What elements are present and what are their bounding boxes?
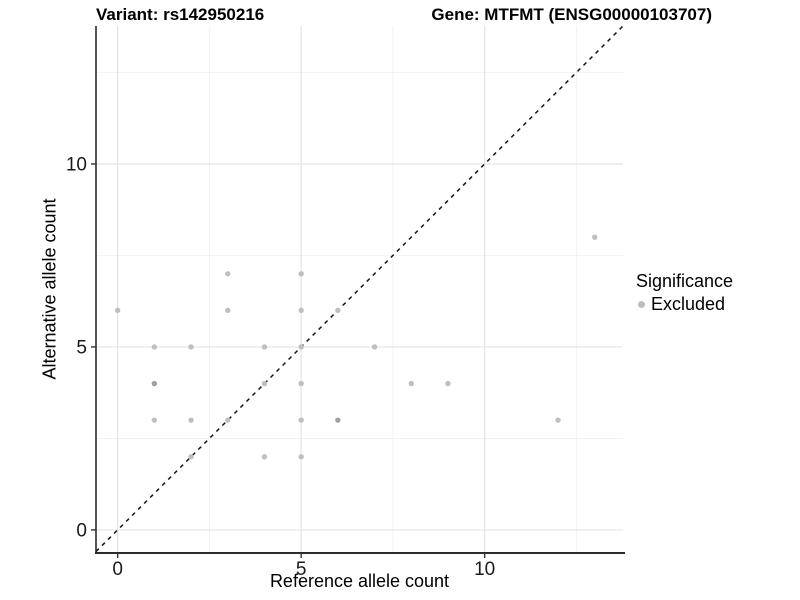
legend-item-excluded: Excluded bbox=[636, 294, 733, 315]
data-point bbox=[335, 307, 341, 314]
data-point bbox=[298, 271, 304, 277]
identity-dashed-line bbox=[95, 25, 624, 553]
data-point bbox=[298, 307, 304, 314]
data-point bbox=[592, 234, 598, 240]
data-point bbox=[261, 454, 268, 460]
data-point bbox=[188, 454, 194, 460]
legend: Significance Excluded bbox=[636, 271, 733, 315]
y-tick-label: 5 bbox=[76, 337, 87, 358]
y-axis-title: Alternative allele count bbox=[39, 198, 60, 380]
x-axis-title: Reference allele count bbox=[269, 571, 450, 591]
data-point bbox=[225, 307, 231, 314]
data-point bbox=[188, 417, 194, 423]
x-tick-label: 5 bbox=[296, 559, 307, 580]
data-point bbox=[225, 271, 231, 277]
y-tick-label: 0 bbox=[76, 520, 87, 541]
data-point bbox=[298, 380, 304, 387]
x-tick-label: 0 bbox=[112, 559, 123, 580]
data-point bbox=[151, 380, 158, 387]
data-point bbox=[151, 344, 158, 350]
legend-key bbox=[632, 296, 650, 314]
data-point bbox=[114, 307, 121, 314]
data-point bbox=[188, 344, 194, 350]
legend-item-label: Excluded bbox=[651, 294, 726, 314]
y-tick-label: 10 bbox=[66, 154, 87, 175]
data-point bbox=[408, 380, 414, 387]
data-point bbox=[298, 417, 304, 423]
data-point bbox=[261, 344, 268, 350]
x-tick-label: 10 bbox=[474, 559, 495, 580]
data-point bbox=[555, 417, 561, 423]
excluded-point-icon bbox=[637, 301, 645, 308]
data-point bbox=[445, 380, 451, 387]
variant-title: Variant: rs142950216 bbox=[96, 5, 265, 24]
legend-title: Significance bbox=[636, 271, 734, 291]
data-point bbox=[335, 417, 341, 423]
data-point bbox=[261, 380, 268, 387]
data-point bbox=[371, 344, 378, 350]
data-point bbox=[225, 417, 231, 423]
gene-title: Gene: MTFMT (ENSG00000103707) bbox=[431, 5, 712, 24]
data-point bbox=[298, 344, 304, 350]
data-point bbox=[298, 454, 304, 460]
data-point bbox=[151, 417, 158, 423]
